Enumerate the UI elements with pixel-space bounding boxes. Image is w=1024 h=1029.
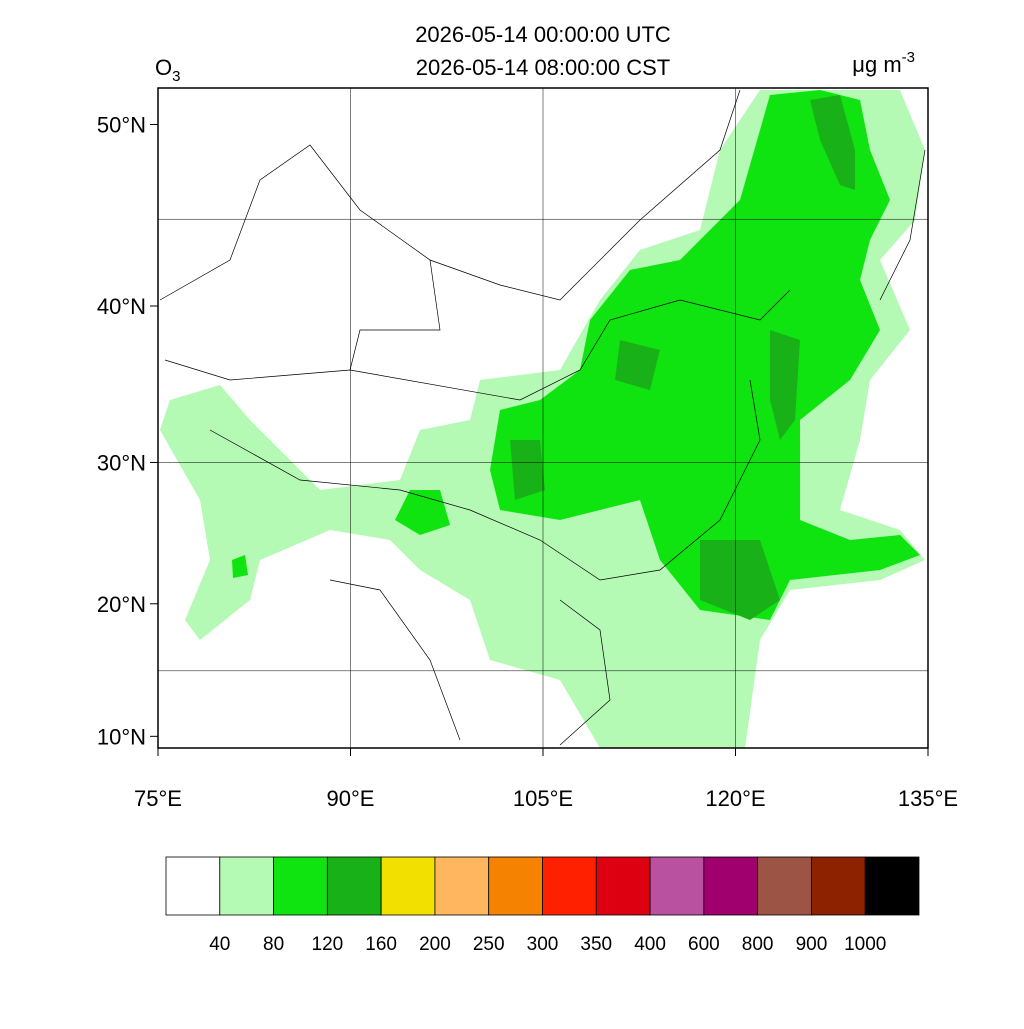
colorbar-label: 800 [742,934,774,955]
o3-120-160 [510,95,855,620]
variable-name: O [155,55,172,80]
lon-tick-label: 120°E [705,786,765,811]
colorbar-label: 300 [527,934,559,955]
borders [159,89,926,746]
variable-label: O3 [155,55,180,85]
colorbar-label: 160 [365,934,397,955]
colorbar-label: 120 [312,934,344,955]
colorbar-label: 40 [209,934,230,955]
units-superscript: -3 [902,49,915,66]
o3-80-120 [232,90,920,620]
colorbar-label: 80 [263,934,284,955]
colorbar-box [219,856,274,916]
colorbar-box [273,856,328,916]
colorbar-box [757,856,812,916]
lon-tick-label: 105°E [513,786,573,811]
colorbar-label: 400 [634,934,666,955]
colorbar: 40 80 120 160 200 250 300 350 400 600 800 900 1000 [165,856,920,955]
units-text: μg m [852,52,901,77]
colorbar-box [326,856,382,916]
lat-tick-label: 20°N [97,592,146,617]
lat-tick-label: 10°N [97,724,146,749]
colorbar-box [380,856,436,916]
lon-tick-label: 75°E [134,786,182,811]
ozone-field [158,88,928,748]
colorbar-label: 250 [473,934,505,955]
lon-tick-label: 90°E [327,786,375,811]
colorbar-box [165,856,221,916]
colorbar-box [434,856,490,916]
colorbar-box [703,856,759,916]
colorbar-box [811,856,866,916]
lat-tick-label: 50°N [97,112,146,137]
variable-subscript: 3 [172,68,180,85]
colorbar-label: 900 [796,934,828,955]
colorbar-box [649,856,705,916]
title-line: 2026-05-14 00:00:00 UTC [415,22,671,47]
title-line: 2026-05-14 08:00:00 CST [416,55,670,80]
colorbar-label: 600 [688,934,720,955]
lat-tick-label: 40°N [97,294,146,319]
colorbar-box [595,856,651,916]
lon-tick-label: 135°E [898,786,958,811]
colorbar-box [542,856,597,916]
lat-tick-label: 30°N [97,450,146,475]
grid [158,88,928,748]
colorbar-box [864,856,920,916]
units-label: μg m-3 [852,49,915,77]
colorbar-box [488,856,543,916]
colorbar-label: 200 [419,934,451,955]
colorbar-label: 350 [580,934,612,955]
colorbar-label: 1000 [844,934,886,955]
